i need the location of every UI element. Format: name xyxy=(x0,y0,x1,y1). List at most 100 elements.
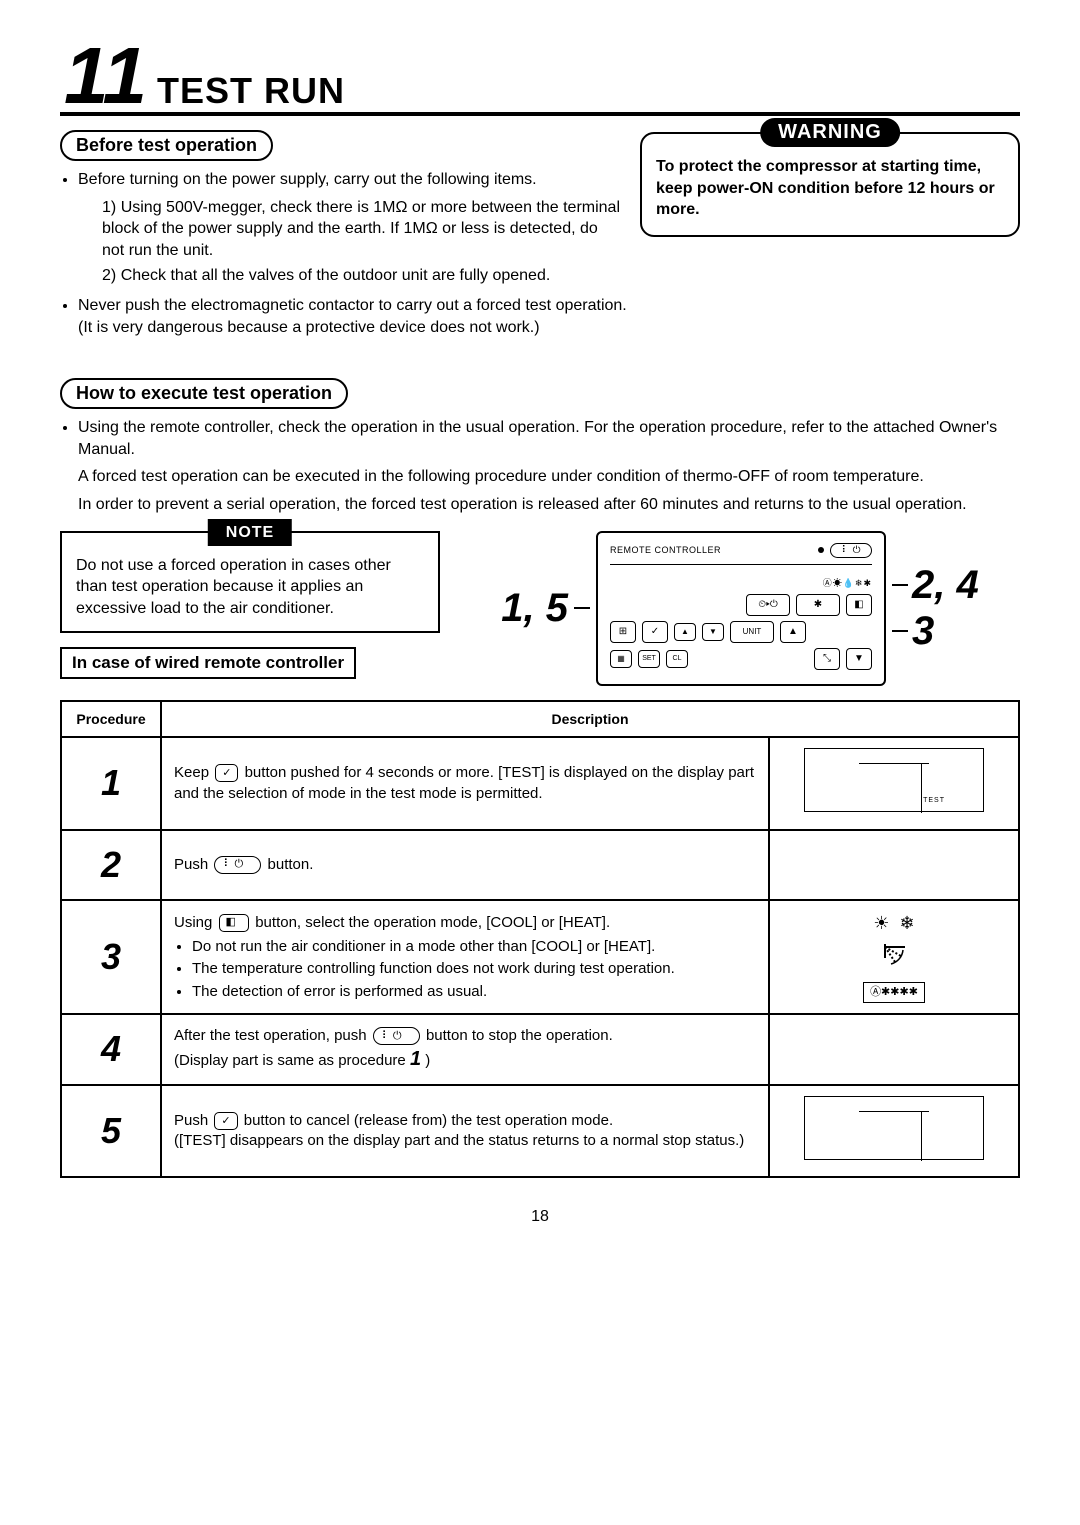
proc-num-2: 2 xyxy=(101,844,121,885)
r4-post: button to stop the operation. xyxy=(426,1027,613,1044)
before-bullets-2: Never push the electromagnetic contactor… xyxy=(60,295,1020,338)
mode-display-icon: ☀ ❄ Ⓐ xyxy=(782,911,1006,1003)
r4-line2a: (Display part is same as procedure xyxy=(174,1052,410,1069)
before-numbered: 1) Using 500V-megger, check there is 1MΩ… xyxy=(60,197,620,287)
mode-button-inline-icon: ◧ xyxy=(219,914,250,932)
table-row: 5 Push ✓ button to cancel (release from)… xyxy=(61,1085,1019,1177)
remote-top: REMOTE CONTROLLER ⠇ ⏻ xyxy=(610,543,872,558)
power-button-inline-icon: ⠇ ⏻ xyxy=(214,856,261,874)
proc-img-5 xyxy=(769,1085,1019,1177)
note-and-diagram: NOTE Do not use a forced operation in ca… xyxy=(60,531,1020,686)
warning-label: WARNING xyxy=(760,118,900,147)
note-label: NOTE xyxy=(208,519,292,547)
r1-pre: Keep xyxy=(174,764,213,781)
fan-button-icon: ✱ xyxy=(796,594,840,616)
r3-post: button, select the operation mode, [COOL… xyxy=(255,914,610,931)
wired-remote-heading: In case of wired remote controller xyxy=(60,647,356,679)
r3-sub1: Do not run the air conditioner in a mode… xyxy=(192,937,756,957)
remote-controller: REMOTE CONTROLLER ⠇ ⏻ Ⓐ☀💧❄✱ ⏲▸⏻ xyxy=(596,531,886,686)
note-box: NOTE Do not use a forced operation in ca… xyxy=(60,531,440,634)
chapter-title: 11 TEST RUN xyxy=(60,40,1020,116)
r5-pre: Push xyxy=(174,1112,212,1129)
section-before-label: Before test operation xyxy=(60,130,273,161)
warning-text: To protect the compressor at starting ti… xyxy=(656,156,1004,221)
proc-num-5: 5 xyxy=(101,1110,121,1151)
proc-desc-1: Keep ✓ button pushed for 4 seconds or mo… xyxy=(161,737,769,829)
timer-button-icon: ⏲▸⏻ xyxy=(746,594,790,616)
mode-strip2: Ⓐ✱✱✱✱ xyxy=(870,985,918,1000)
filter-button-icon: ⊞ xyxy=(610,621,636,643)
check-button-inline-icon-2: ✓ xyxy=(214,1112,237,1130)
r4-inline-num: 1 xyxy=(410,1048,421,1070)
callout-right-bottom: 3 xyxy=(912,609,934,653)
mode-button-icon: ◧ xyxy=(846,594,872,616)
up-button-icon: ▲ xyxy=(674,623,696,641)
before-bullets-1: Before turning on the power supply, carr… xyxy=(60,169,620,191)
lcd-blank-icon xyxy=(804,1096,984,1160)
warning-box: WARNING To protect the compressor at sta… xyxy=(640,132,1020,237)
section-how: How to execute test operation Using the … xyxy=(60,378,1020,515)
remote-lower: Ⓐ☀💧❄✱ ⏲▸⏻ ✱ ◧ ⊞ ✓ ▲ ▼ xyxy=(610,564,872,670)
chapter-text: TEST RUN xyxy=(157,70,345,112)
r4-line2c: ) xyxy=(425,1052,430,1069)
proc-desc-5: Push ✓ button to cancel (release from) t… xyxy=(161,1085,769,1177)
r4-pre: After the test operation, push xyxy=(174,1027,371,1044)
proc-num-4: 4 xyxy=(101,1028,121,1069)
callout-right-top: 2, 4 xyxy=(912,563,979,607)
remote-label: REMOTE CONTROLLER xyxy=(610,545,721,555)
r3-sub3: The detection of error is performed as u… xyxy=(192,982,756,1002)
cl-button-icon: CL xyxy=(666,650,688,668)
before-item-1-text: Using 500V-megger, check there is 1MΩ or… xyxy=(102,199,620,259)
unit-button-icon: UNIT xyxy=(730,621,774,643)
page: 11 TEST RUN Before test operation Before… xyxy=(0,0,1080,1256)
diagram: 1, 5 REMOTE CONTROLLER ⠇ ⏻ Ⓐ☀💧❄✱ xyxy=(501,531,978,686)
proc-desc-3: Using ◧ button, select the operation mod… xyxy=(161,900,769,1014)
before-bullet-2a: Never push the electromagnetic contactor… xyxy=(78,297,627,314)
how-p2: In order to prevent a serial operation, … xyxy=(78,494,1020,516)
lamp-icon xyxy=(818,547,824,553)
lcd-test-icon: TEST xyxy=(804,748,984,812)
callout-left: 1, 5 xyxy=(501,586,568,631)
how-bullets: Using the remote controller, check the o… xyxy=(60,417,1020,460)
before-bullet-1: Before turning on the power supply, carr… xyxy=(78,169,620,191)
before-and-warning: Before test operation Before turning on … xyxy=(60,130,1020,291)
procedure-table: Procedure Description 1 Keep ✓ button pu… xyxy=(60,700,1020,1179)
proc-img-4 xyxy=(769,1014,1019,1085)
note-col: NOTE Do not use a forced operation in ca… xyxy=(60,531,440,680)
power-button-icon: ⠇ ⏻ xyxy=(830,543,872,558)
lcd-test-text: TEST xyxy=(923,796,945,805)
louver-icon xyxy=(879,940,909,970)
table-row: 1 Keep ✓ button pushed for 4 seconds or … xyxy=(61,737,1019,829)
how-p1: A forced test operation can be executed … xyxy=(78,466,1020,488)
diagram-col: 1, 5 REMOTE CONTROLLER ⠇ ⏻ Ⓐ☀💧❄✱ xyxy=(460,531,1020,686)
proc-img-1: TEST xyxy=(769,737,1019,829)
mode-icons: Ⓐ☀💧❄✱ xyxy=(610,576,872,589)
temp-down-icon: ▼ xyxy=(846,648,872,670)
before-bullet-2: Never push the electromagnetic contactor… xyxy=(78,295,1020,338)
num-2: 2) xyxy=(102,267,116,284)
num-1: 1) xyxy=(102,199,116,216)
section-how-label: How to execute test operation xyxy=(60,378,348,409)
col-description: Description xyxy=(161,701,1019,738)
chapter-number: 11 xyxy=(60,40,147,112)
page-number: 18 xyxy=(60,1208,1020,1226)
proc-num-1: 1 xyxy=(101,762,121,803)
proc-desc-4: After the test operation, push ⠇ ⏻ butto… xyxy=(161,1014,769,1085)
table-row: 2 Push ⠇ ⏻ button. xyxy=(61,830,1019,901)
before-col: Before test operation Before turning on … xyxy=(60,130,620,291)
col-procedure: Procedure xyxy=(61,701,161,738)
set-button-icon: SET xyxy=(638,650,660,668)
power-button-inline-icon-2: ⠇ ⏻ xyxy=(373,1027,420,1045)
check-button-icon: ✓ xyxy=(642,621,668,643)
before-item-2: 2) Check that all the valves of the outd… xyxy=(102,265,620,287)
note-text: Do not use a forced operation in cases o… xyxy=(76,555,424,620)
before-item-1: 1) Using 500V-megger, check there is 1MΩ… xyxy=(102,197,620,262)
sun-icon: ☀ xyxy=(873,911,889,936)
r3-sublist: Do not run the air conditioner in a mode… xyxy=(176,937,756,1002)
table-header-row: Procedure Description xyxy=(61,701,1019,738)
r2-post: button. xyxy=(268,856,314,873)
r3-pre: Using xyxy=(174,914,217,931)
proc-img-3: ☀ ❄ Ⓐ xyxy=(769,900,1019,1014)
louver-button-icon: ⤡ xyxy=(814,648,840,670)
snow-icon: ❄ xyxy=(900,911,915,936)
